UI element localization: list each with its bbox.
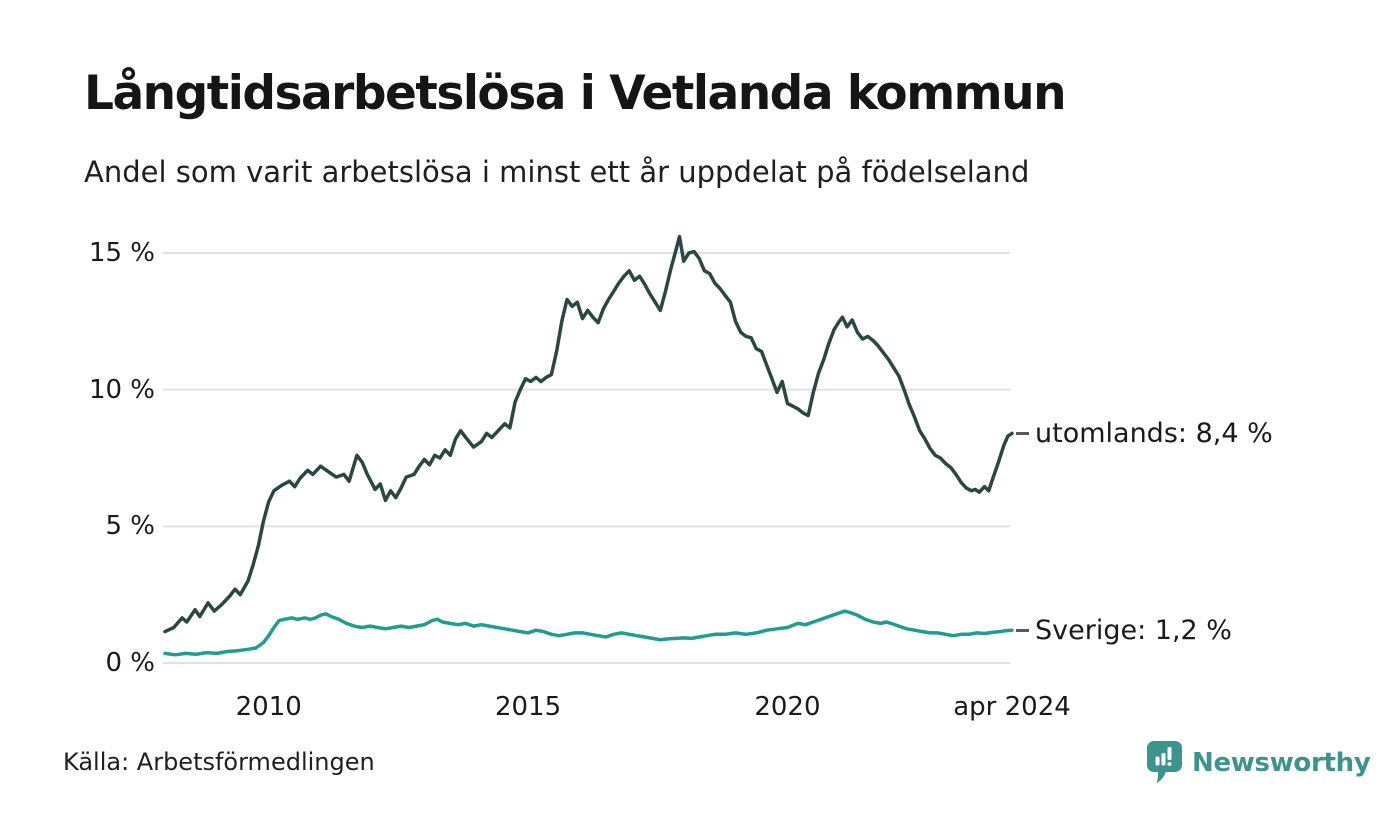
- newsworthy-wordmark: Newsworthy: [1192, 747, 1371, 778]
- page-title: Långtidsarbetslösa i Vetlanda kommun: [84, 66, 1067, 121]
- series-end-label-text: utomlands: 8,4 %: [1035, 417, 1273, 449]
- newsworthy-logo[interactable]: Newsworthy: [1146, 740, 1371, 785]
- series-end-label-utomlands: utomlands: 8,4 %: [1016, 416, 1273, 450]
- series-end-label-text: Sverige: 1,2 %: [1035, 614, 1232, 646]
- y-tick-label: 15 %: [88, 238, 155, 268]
- x-tick-label: apr 2024: [953, 692, 1071, 722]
- y-tick-label: 10 %: [88, 374, 155, 405]
- x-tick-label: 2015: [494, 692, 562, 722]
- series-line-sverige: [163, 609, 1014, 657]
- label-tick-dash-icon: [1016, 628, 1029, 632]
- page-subtitle: Andel som varit arbetslösa i minst ett å…: [84, 155, 1030, 189]
- x-tick-label: 2010: [235, 692, 302, 722]
- y-tick-label: 5 %: [105, 511, 155, 542]
- x-tick-label: 2020: [754, 692, 821, 722]
- source-note: Källa: Arbetsförmedlingen: [63, 748, 375, 776]
- label-tick-dash-icon: [1016, 431, 1029, 435]
- series-end-label-sverige: Sverige: 1,2 %: [1016, 613, 1232, 647]
- newsworthy-pin-bar-chart-icon: [1147, 741, 1182, 784]
- y-tick-label: 0 %: [105, 648, 155, 678]
- series-line-utomlands: [163, 234, 1014, 634]
